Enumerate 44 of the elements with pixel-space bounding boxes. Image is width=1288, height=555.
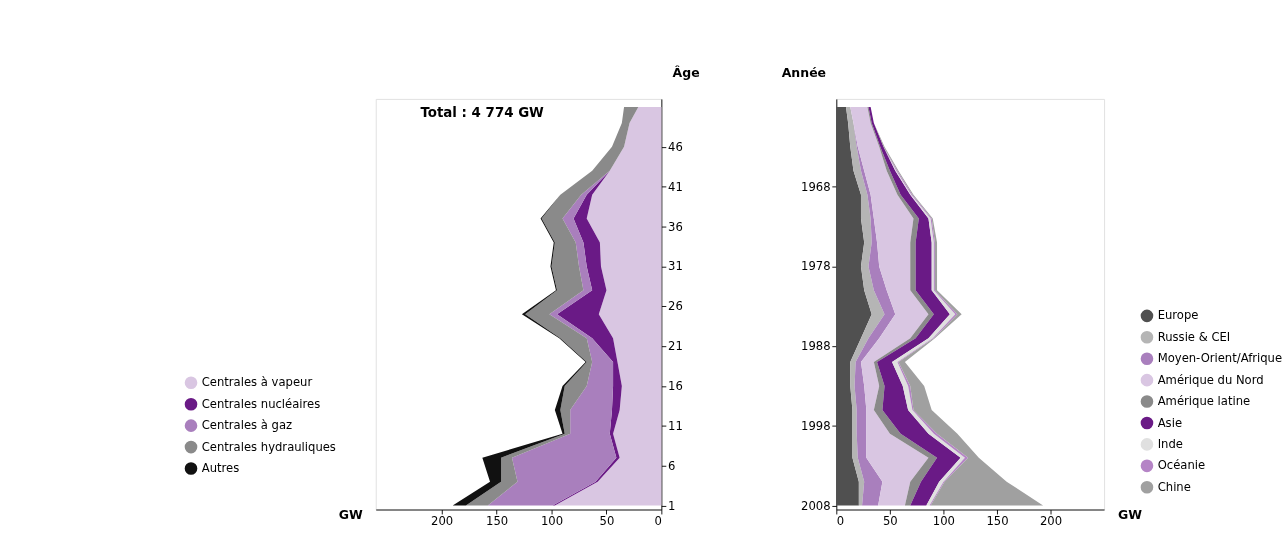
legend-label: Amérique latine [1157,394,1251,409]
legend-label: Centrales hydrauliques [201,439,336,454]
y-tick-label: 46 [668,139,683,154]
x-tick-label: 100 [540,514,564,529]
legend-label: Chine [1157,479,1191,494]
y-tick-label: 11 [668,418,683,433]
x-tick-label: 50 [599,514,615,529]
annotation: Total : 4 774 GW [420,104,545,120]
y-tick-label: 1 [668,498,676,513]
y-tick-label: 1988 [801,339,831,354]
legend-label: Europe [1157,308,1199,323]
x-tick-label: 150 [986,514,1009,529]
legend-label: Moyen-Orient/Afrique [1157,351,1283,366]
legend-label: Centrales nucléaires [201,396,321,411]
legend-label: Asie [1157,415,1183,430]
x-tick-label: 150 [486,514,509,529]
legend-label: Autres [201,461,240,476]
legend-label: Amérique du Nord [1157,372,1264,387]
y-axis-title: Année [781,65,827,81]
y-tick-label: 26 [668,299,683,314]
x-axis-title: GW [1117,506,1143,522]
y-tick-label: 36 [668,219,683,234]
y-tick-label: 1978 [801,259,831,274]
legend-label: Centrales à vapeur [201,375,313,390]
legend-label: Océanie [1157,458,1206,473]
y-tick-label: 21 [668,339,683,354]
legend-label: Inde [1157,436,1183,451]
y-tick-label: 2008 [801,498,831,513]
x-tick-label: 200 [1039,514,1063,529]
x-tick-label: 0 [836,514,845,529]
y-tick-label: 41 [668,179,683,194]
x-axis-title: GW [338,506,364,522]
y-tick-label: 31 [668,259,683,274]
legend-label: Centrales à gaz [201,418,293,433]
x-tick-label: 200 [431,514,454,529]
x-tick-label: 100 [932,514,955,529]
y-tick-label: 1998 [801,418,831,433]
legend-label: Russie & CEI [1157,329,1231,344]
x-tick-label: 50 [882,514,898,529]
y-tick-label: 1968 [801,179,831,194]
y-axis-title: Âge [672,65,700,81]
y-tick-label: 16 [668,379,683,393]
y-tick-label: 6 [668,458,676,473]
x-tick-label: 0 [654,514,662,529]
